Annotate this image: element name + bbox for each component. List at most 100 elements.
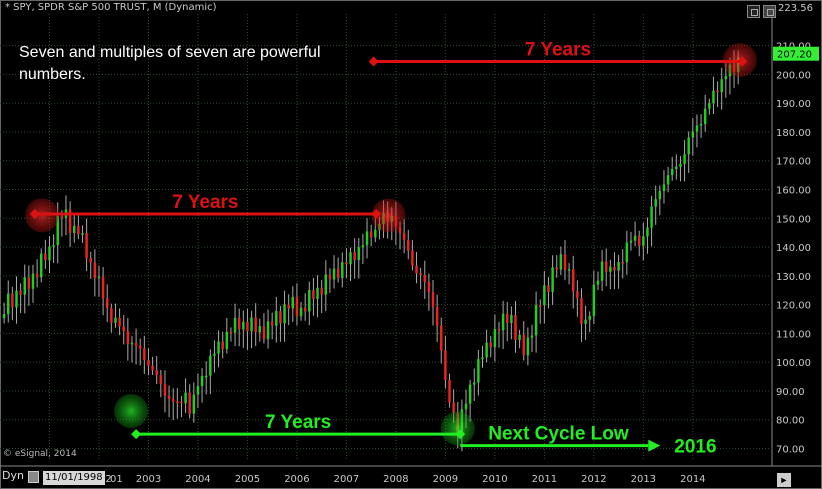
candle-up: [687, 137, 690, 155]
candle-up: [501, 313, 505, 331]
y-tick-label: 170.00: [776, 157, 811, 168]
red-cycle-marker: [371, 198, 406, 233]
candle-up: [209, 355, 212, 376]
restore-window-button[interactable]: [747, 5, 760, 18]
candle-up: [559, 254, 563, 270]
candle-up: [493, 329, 497, 348]
diamond-marker: [131, 429, 142, 440]
candle-down: [444, 350, 447, 380]
candle-up: [52, 245, 55, 247]
x-tick-label: 2013: [631, 474, 656, 485]
x-tick-label: 2007: [334, 474, 359, 485]
candle-up: [15, 290, 18, 308]
candle-up: [588, 316, 591, 320]
candle-up: [40, 253, 43, 278]
candle-down: [180, 401, 183, 404]
candle-up: [291, 296, 295, 309]
scroll-controls[interactable]: ►: [774, 470, 814, 487]
maximize-window-button[interactable]: [763, 5, 776, 18]
candle-down: [571, 269, 575, 292]
candle-down: [27, 277, 31, 289]
x-tick-label: 2009: [433, 474, 458, 485]
candle-up: [56, 215, 59, 246]
candle-up: [341, 262, 344, 278]
cycle-label: 7 Years: [525, 39, 591, 60]
chart-title: * SPY, SPDR S&P 500 TRUST, M (Dynamic): [5, 2, 217, 13]
arrow-head: [648, 439, 661, 452]
candle-down: [60, 215, 64, 219]
cycle-label: 7 Years: [172, 192, 238, 213]
candle-up: [361, 245, 365, 248]
candle-up: [567, 269, 571, 271]
candle-up: [316, 287, 319, 299]
candle-down: [489, 342, 492, 348]
candle-up: [217, 341, 220, 354]
lock-icon[interactable]: [28, 471, 39, 483]
candle-up: [642, 236, 645, 246]
candle-down: [101, 276, 105, 299]
x-tick-label: 2014: [680, 474, 705, 485]
candle-up: [200, 375, 204, 386]
candle-up: [97, 276, 101, 279]
candle-down: [155, 370, 158, 376]
candle-down: [448, 379, 451, 403]
candle-up: [592, 284, 596, 317]
candle-up: [258, 326, 262, 333]
candle-up: [534, 305, 538, 336]
candle-down: [555, 267, 558, 270]
scroll-right-icon[interactable]: ►: [777, 473, 791, 487]
candle-up: [526, 337, 530, 356]
candle-up: [646, 227, 649, 237]
candle-up: [712, 90, 715, 104]
candle-up: [283, 304, 286, 324]
last-price-label: 207.20: [777, 50, 812, 61]
green-cycle-marker: [440, 411, 475, 446]
candle-down: [246, 321, 249, 332]
candle-down: [35, 273, 39, 278]
candle-up: [530, 335, 534, 338]
candle-down: [163, 383, 167, 396]
candle-down: [336, 268, 340, 278]
candle-up: [31, 273, 35, 289]
candle-up: [81, 233, 84, 235]
y-tick-label: 190.00: [776, 99, 811, 110]
candle-up: [266, 321, 270, 340]
candle-down: [122, 326, 125, 332]
candle-up: [308, 289, 311, 312]
candle-up: [695, 125, 699, 132]
candle-down: [138, 345, 142, 349]
candle-up: [650, 206, 653, 228]
candle-down: [303, 307, 307, 312]
y-tick-label: 200.00: [776, 70, 811, 81]
candle-up: [699, 124, 703, 126]
diamond-marker: [368, 56, 379, 67]
candle-up: [233, 317, 237, 333]
candle-up: [675, 166, 678, 170]
candle-up: [184, 392, 187, 404]
candle-down: [415, 265, 418, 274]
candle-up: [23, 277, 26, 295]
candle-up: [2, 314, 6, 319]
candle-up: [374, 229, 377, 238]
candle-up: [584, 319, 587, 324]
y-tick-label: 150.00: [776, 214, 811, 225]
candle-down: [514, 315, 517, 340]
candle-up: [679, 163, 682, 167]
y-tick-label: 120.00: [776, 301, 811, 312]
candle-up: [683, 154, 686, 164]
candle-down: [151, 365, 154, 371]
candle-down: [118, 317, 121, 327]
candle-down: [85, 233, 88, 259]
candle-up: [464, 403, 468, 410]
candle-down: [419, 273, 422, 276]
candle-down: [262, 326, 266, 340]
candle-up: [242, 321, 245, 330]
candlestick-series: [2, 50, 740, 452]
candle-up: [204, 375, 208, 378]
diamond-marker: [455, 429, 466, 440]
candle-down: [547, 285, 550, 293]
candle-down: [254, 317, 257, 333]
candle-down: [497, 329, 501, 331]
x-tick-label: 2008: [383, 474, 408, 485]
axes: 70.00 80.00 90.00 100.00 110.00 120.00 130.00 1…: [86, 3, 819, 485]
